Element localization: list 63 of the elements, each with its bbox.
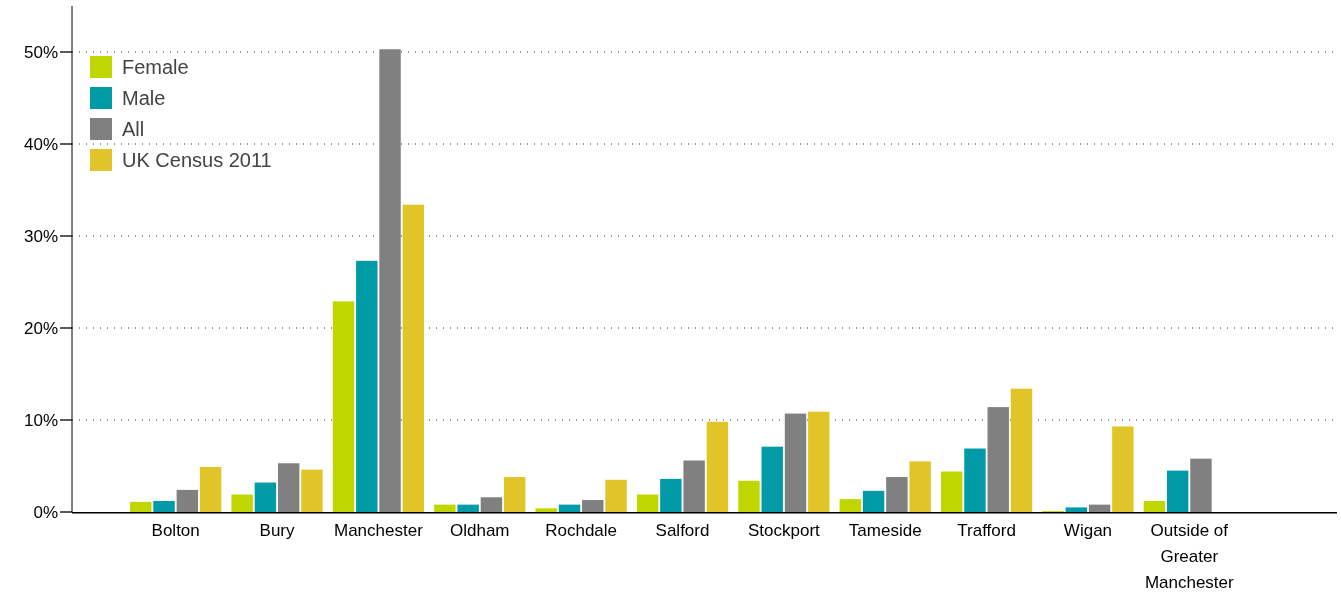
x-tick-label: Bolton xyxy=(151,521,200,540)
x-tick-label: Bury xyxy=(259,521,296,540)
x-tick-label: Wigan xyxy=(1063,521,1113,540)
bar xyxy=(582,500,604,512)
bar xyxy=(1112,426,1134,512)
bar xyxy=(1190,458,1212,512)
bar xyxy=(683,460,705,512)
bar xyxy=(808,411,830,512)
legend-label: All xyxy=(122,118,145,140)
y-tick-label: 0% xyxy=(33,502,58,522)
bar xyxy=(605,479,627,512)
y-tick-label: 30% xyxy=(23,226,58,246)
bar xyxy=(839,499,862,512)
y-tick-label: 50% xyxy=(23,42,58,62)
bar xyxy=(153,500,175,512)
bar xyxy=(940,471,963,512)
bar xyxy=(636,494,659,512)
bar xyxy=(130,501,152,512)
bar xyxy=(784,413,807,512)
bar xyxy=(277,463,300,512)
x-tick-label: Tameside xyxy=(848,521,922,540)
bar xyxy=(909,461,931,512)
x-tick-label: Manchester xyxy=(334,521,424,540)
x-tick-label: Outside of Greater Manchester xyxy=(1144,521,1235,592)
bar xyxy=(535,508,557,512)
x-tick-label: Rochdale xyxy=(545,521,618,540)
bar xyxy=(761,446,783,512)
x-tick-label: Oldham xyxy=(450,521,510,540)
bar xyxy=(706,421,729,512)
bar xyxy=(402,204,425,512)
bar xyxy=(457,504,479,512)
y-tick-label: 40% xyxy=(23,134,58,154)
bar xyxy=(738,480,760,512)
bar xyxy=(480,497,503,512)
bar xyxy=(1088,504,1111,512)
x-tick-label: Stockport xyxy=(747,521,821,540)
bar xyxy=(254,482,277,512)
bar xyxy=(862,490,885,512)
legend-label: UK Census 2011 xyxy=(122,149,272,171)
legend-label: Female xyxy=(122,56,189,78)
bar xyxy=(434,504,456,512)
bar xyxy=(964,448,986,512)
y-tick-label: 20% xyxy=(23,318,58,338)
bar xyxy=(886,477,908,512)
bar xyxy=(231,494,253,512)
bar xyxy=(987,407,1009,512)
bar xyxy=(1065,507,1088,512)
bar xyxy=(1143,500,1166,512)
y-tick-label: 10% xyxy=(23,410,58,430)
bar xyxy=(199,466,222,512)
bar xyxy=(503,477,526,512)
x-tick-label: Trafford xyxy=(957,521,1016,540)
bar xyxy=(660,478,682,512)
x-tick-label: Salford xyxy=(655,521,710,540)
bar xyxy=(1166,470,1189,512)
bar xyxy=(176,489,199,512)
legend-label: Male xyxy=(122,87,166,109)
bar xyxy=(356,260,378,512)
bar xyxy=(558,504,581,512)
bar xyxy=(379,49,401,512)
bar xyxy=(1010,388,1033,512)
bar xyxy=(332,301,355,512)
bar xyxy=(301,469,323,512)
